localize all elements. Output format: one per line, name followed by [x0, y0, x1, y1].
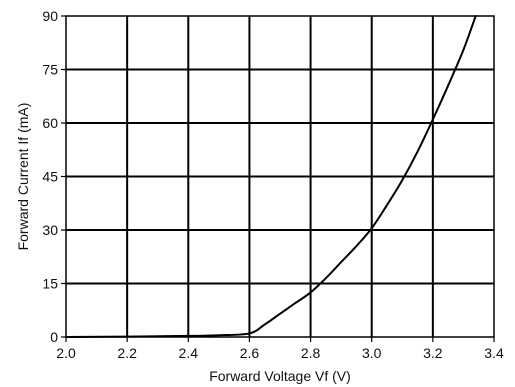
grid — [66, 16, 494, 337]
tick-labels: 2.0 2.2 2.4 2.6 2.8 3.0 3.2 3.4 0 15 30 45 60 75 90 — [42, 8, 504, 361]
y-axis-title: Forward Current If (mA) — [15, 103, 31, 251]
x-tick-label: 2.0 — [56, 345, 76, 361]
series-layer — [65, 15, 477, 338]
x-axis-title: Forward Voltage Vf (V) — [209, 368, 351, 384]
x-tick-label: 3.4 — [484, 345, 504, 361]
x-tick-label: 3.2 — [423, 345, 443, 361]
y-tick-label: 0 — [50, 329, 58, 345]
y-tick-label: 60 — [42, 115, 58, 131]
iv-curve-line — [65, 15, 477, 338]
y-tick-label: 75 — [42, 62, 58, 78]
x-tick-label: 2.4 — [179, 345, 199, 361]
x-tick-label: 2.6 — [240, 345, 260, 361]
y-tick-label: 15 — [42, 276, 58, 292]
x-tick-label: 2.2 — [117, 345, 137, 361]
x-tick-label: 2.8 — [301, 345, 321, 361]
y-tick-label: 45 — [42, 169, 58, 185]
y-tick-label: 30 — [42, 222, 58, 238]
y-tick-label: 90 — [42, 8, 58, 24]
tick-marks — [61, 15, 495, 342]
x-tick-label: 3.0 — [362, 345, 382, 361]
